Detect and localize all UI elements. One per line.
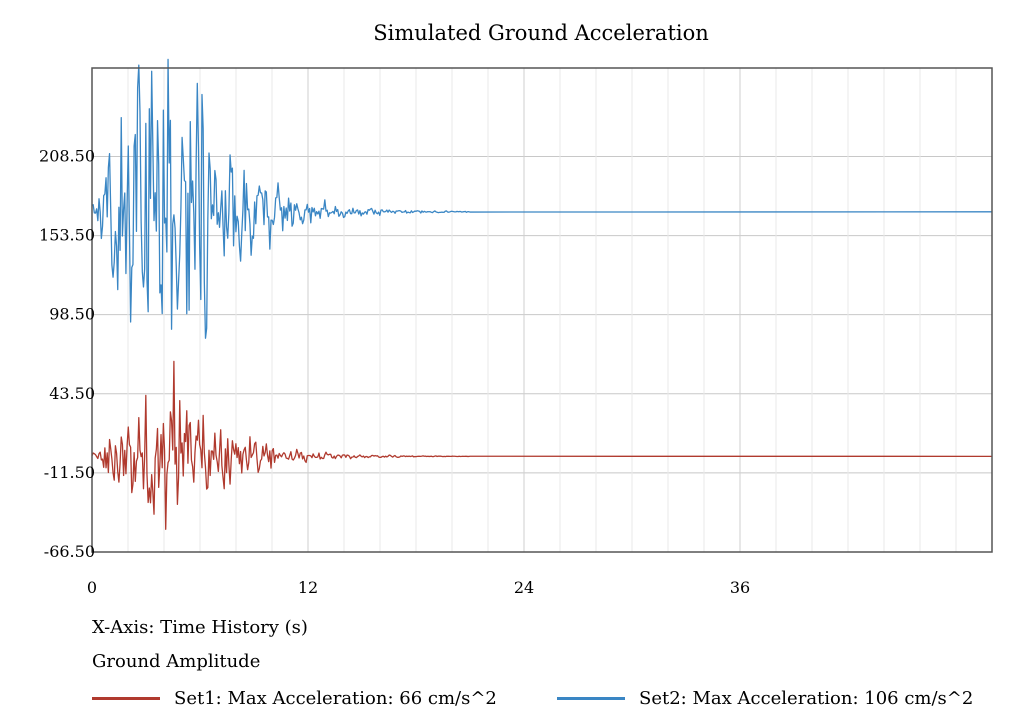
legend-label-set2: Set2: Max Acceleration: 106 cm/s^2 [639,687,974,709]
y-tick-label: 208.50 [39,146,95,165]
x-tick-label: 36 [730,578,750,597]
x-axis-ticks: 0 12 24 36 [87,578,750,597]
x-axis-label: X-Axis: Time History (s) [92,617,308,638]
grid [92,68,992,553]
legend-item-set1: Set1: Max Acceleration: 66 cm/s^2 [92,684,497,712]
y-tick-label: 153.50 [39,226,95,245]
series-layer [91,58,993,530]
series-line-2 [91,58,993,339]
y-tick-label: 43.50 [49,384,95,403]
legend-item-set2: Set2: Max Acceleration: 106 cm/s^2 [557,684,973,712]
plot-frame [91,67,993,553]
x-tick-label: 0 [87,578,97,597]
series-line-1 [91,360,993,530]
legend-swatch-set1 [92,696,160,700]
y-tick-label: -11.50 [44,463,95,482]
chart-title: Simulated Ground Acceleration [373,21,709,45]
y-tick-label: 98.50 [49,305,95,324]
legend-label-set1: Set1: Max Acceleration: 66 cm/s^2 [174,687,497,709]
y-axis-label: Ground Amplitude [92,651,261,672]
y-axis-ticks: 208.50 153.50 98.50 43.50 -11.50 -66.50 [39,146,95,561]
legend-swatch-set2 [557,696,625,700]
x-tick-label: 24 [514,578,534,597]
y-tick-label: -66.50 [44,542,95,561]
x-tick-label: 12 [298,578,318,597]
